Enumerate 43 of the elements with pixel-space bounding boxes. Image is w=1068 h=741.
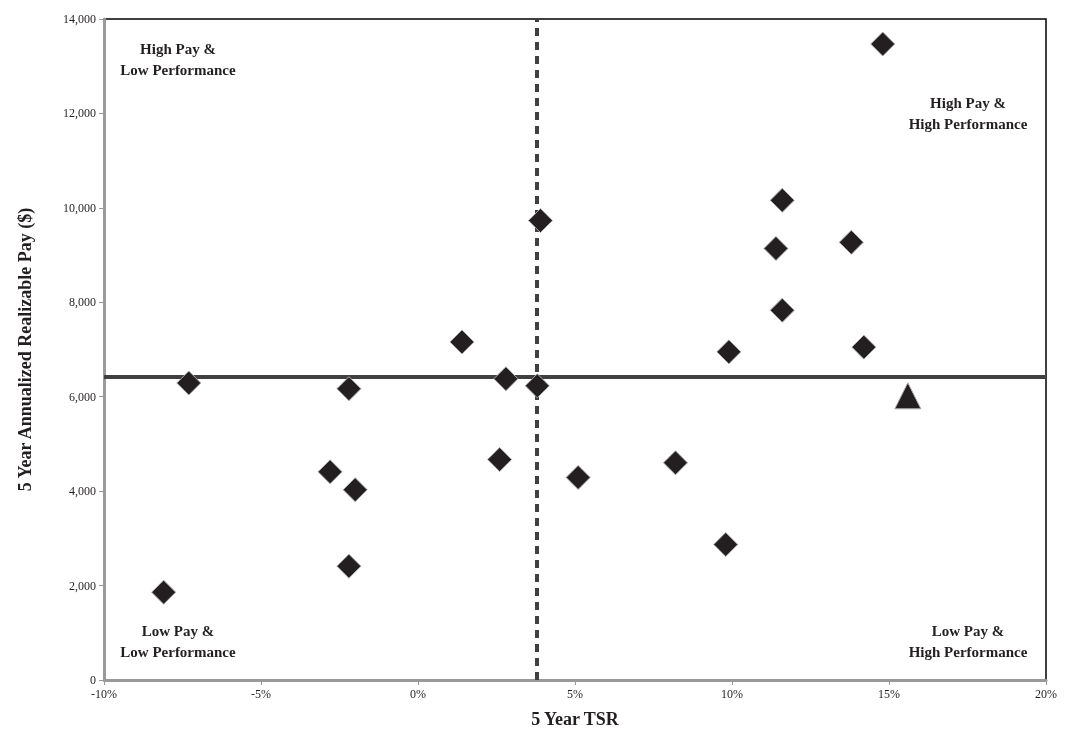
point xyxy=(336,553,362,579)
point xyxy=(894,382,922,410)
point xyxy=(713,531,739,557)
point xyxy=(151,579,177,605)
point xyxy=(565,464,591,490)
y-tick-label: 2,000 xyxy=(69,578,96,593)
y-tick-label: 12,000 xyxy=(63,106,96,121)
point xyxy=(342,477,368,503)
point xyxy=(487,447,513,473)
point xyxy=(838,229,864,255)
x-tick-label: 20% xyxy=(1035,687,1057,701)
x-tick-label: 5% xyxy=(567,687,583,701)
point xyxy=(763,235,789,261)
y-tick-label: 4,000 xyxy=(69,484,96,499)
annotation: Low Pay & Low Performance xyxy=(120,622,237,660)
point xyxy=(449,329,475,355)
x-tick-label: 15% xyxy=(878,687,900,701)
point xyxy=(493,366,519,392)
point xyxy=(769,297,795,323)
point xyxy=(662,450,688,476)
point xyxy=(851,334,877,360)
point xyxy=(524,373,550,399)
point xyxy=(527,208,553,234)
point xyxy=(870,31,896,57)
annotation: High Pay & High Performance xyxy=(908,94,1028,132)
point xyxy=(336,376,362,402)
x-tick-label: 10% xyxy=(721,687,743,701)
y-tick-label: 0 xyxy=(90,673,96,687)
annotation: High Pay & Low Performance xyxy=(120,40,237,78)
x-tick-label: -5% xyxy=(251,687,271,701)
y-tick-label: 10,000 xyxy=(63,200,96,215)
point xyxy=(176,370,202,396)
point xyxy=(769,187,795,213)
x-axis-title: 5 Year TSR xyxy=(531,709,620,729)
x-tick-label: -10% xyxy=(91,687,117,701)
y-axis-title: 5 Year Annualized Realizable Pay ($) xyxy=(15,207,36,492)
x-tick-label: 0% xyxy=(410,687,426,701)
annotation: Low Pay & High Performance xyxy=(908,622,1028,660)
y-tick-label: 14,000 xyxy=(63,12,96,26)
y-tick-label: 8,000 xyxy=(69,295,96,310)
y-tick-label: 6,000 xyxy=(69,389,96,404)
point xyxy=(317,459,343,485)
point xyxy=(716,339,742,365)
